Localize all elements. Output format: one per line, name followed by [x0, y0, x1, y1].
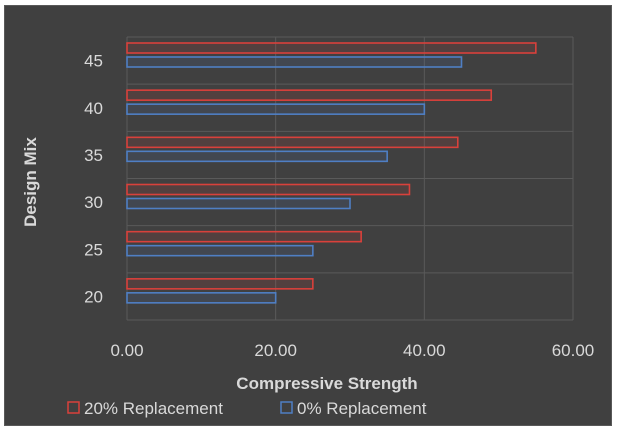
x-tick-labels: 0.00 20.00 40.00 60.00	[110, 341, 594, 360]
y-axis-label: Design Mix	[21, 137, 40, 227]
bar-0-replacement-40	[126, 103, 426, 115]
legend-swatch-0-replacement	[280, 401, 293, 414]
y-tick-label: 25	[84, 240, 103, 259]
x-tick-label: 20.00	[254, 341, 297, 360]
legend-item-0-replacement: 0% Replacement	[280, 399, 427, 418]
legend-swatch-20-replacement	[67, 401, 80, 414]
bar-0-replacement-25	[126, 244, 314, 257]
bar-20-replacement-25	[126, 230, 362, 243]
x-tick-label: 40.00	[403, 341, 446, 360]
y-tick-label: 30	[84, 193, 103, 212]
legend: 20% Replacement 0% Replacement	[67, 399, 427, 418]
bar-20-replacement-40	[126, 89, 493, 101]
bar-0-replacement-20	[126, 292, 277, 304]
y-tick-label: 45	[84, 52, 103, 71]
y-tick-label: 35	[84, 146, 103, 165]
x-axis-label: Compressive Strength	[236, 374, 417, 393]
bar-20-replacement-20	[126, 278, 314, 290]
y-tick-labels: 20 25 30 35 40 45	[84, 52, 103, 307]
legend-label-0-replacement: 0% Replacement	[297, 399, 427, 418]
x-tick-label: 60.00	[552, 341, 595, 360]
legend-item-20-replacement: 20% Replacement	[67, 399, 223, 418]
bar-chart: 20 25 30 35 40 45 0.00 20.00 40.00 60.00 Compres…	[21, 36, 594, 418]
bars	[126, 42, 537, 304]
chart-container: 20 25 30 35 40 45 0.00 20.00 40.00 60.00 Compres…	[4, 5, 612, 426]
legend-label-20-replacement: 20% Replacement	[84, 399, 223, 418]
bar-0-replacement-35	[126, 150, 388, 163]
bar-20-replacement-35	[126, 136, 459, 149]
y-tick-label: 40	[84, 99, 103, 118]
bar-20-replacement-45	[126, 42, 537, 54]
bar-0-replacement-30	[126, 197, 351, 210]
bar-20-replacement-30	[126, 183, 411, 196]
y-tick-label: 20	[84, 287, 103, 306]
x-tick-label: 0.00	[110, 341, 143, 360]
bar-0-replacement-45	[126, 56, 463, 68]
grid-lines	[126, 36, 574, 321]
